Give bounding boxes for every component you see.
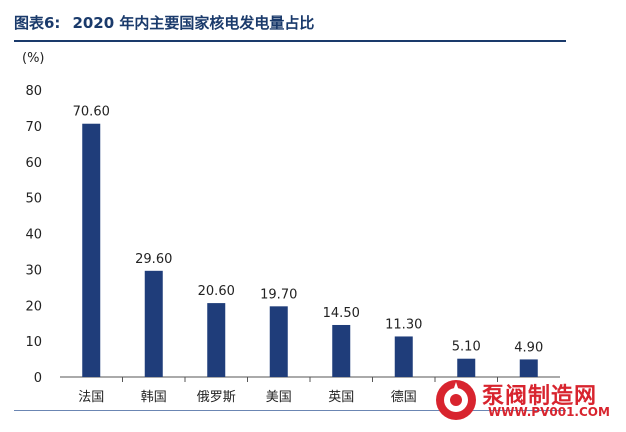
y-tick-label: 60 bbox=[25, 156, 42, 171]
watermark-site: WWW.PV001.COM bbox=[488, 405, 610, 419]
y-tick-label: 40 bbox=[25, 228, 42, 243]
y-tick-label: 80 bbox=[25, 84, 42, 99]
bar bbox=[269, 306, 288, 377]
x-category-label: 德国 bbox=[391, 390, 417, 405]
bar bbox=[82, 123, 101, 377]
x-category-label: 俄罗斯 bbox=[197, 390, 236, 405]
x-category-label: 韩国 bbox=[141, 390, 167, 405]
bars bbox=[82, 123, 538, 377]
chart-title-row: 图表6: 2020 年内主要国家核电发电量占比 bbox=[14, 12, 314, 33]
bar-value-label: 70.60 bbox=[73, 105, 110, 120]
watermark-logo: 泵阀制造网 WWW.PV001.COM bbox=[432, 376, 618, 426]
bar-value-label: 11.30 bbox=[385, 317, 422, 332]
bar-value-label: 29.60 bbox=[135, 252, 172, 267]
bar bbox=[207, 303, 226, 377]
chart-title: 2020 年内主要国家核电发电量占比 bbox=[72, 14, 315, 32]
y-tick-label: 30 bbox=[25, 263, 42, 278]
y-tick-label: 70 bbox=[25, 120, 42, 135]
figure-label: 图表6: bbox=[14, 14, 61, 32]
bar bbox=[457, 358, 476, 377]
bar bbox=[332, 324, 351, 377]
title-divider bbox=[14, 40, 566, 42]
watermark-brand: 泵阀制造网 bbox=[482, 384, 598, 409]
bar bbox=[144, 270, 163, 377]
bar-value-label: 19.70 bbox=[260, 287, 297, 302]
x-category-label: 美国 bbox=[266, 390, 292, 405]
y-tick-label: 0 bbox=[34, 371, 42, 386]
bar bbox=[394, 336, 413, 377]
y-unit-label: (%) bbox=[22, 51, 45, 66]
bar-value-label: 5.10 bbox=[452, 340, 481, 355]
y-tick-label: 50 bbox=[25, 192, 42, 207]
x-category-label: 法国 bbox=[78, 390, 104, 405]
x-category-label: 英国 bbox=[328, 390, 354, 405]
pump-valve-logo-icon bbox=[436, 380, 476, 420]
bar bbox=[519, 359, 538, 377]
y-tick-label: 20 bbox=[25, 299, 42, 314]
x-axis: 法国 韩国 俄罗斯 美国 英国 德国 bbox=[60, 376, 560, 405]
bar-value-label: 14.50 bbox=[323, 306, 360, 321]
y-axis: 0 10 20 30 40 50 60 70 80 bbox=[25, 84, 42, 386]
footer-divider bbox=[14, 410, 566, 411]
bar-value-label: 4.90 bbox=[514, 340, 543, 355]
data-labels: 70.60 29.60 20.60 19.70 14.50 11.30 5.10 4.90 bbox=[73, 105, 544, 356]
bar-value-label: 20.60 bbox=[198, 284, 235, 299]
y-tick-label: 10 bbox=[25, 335, 42, 350]
